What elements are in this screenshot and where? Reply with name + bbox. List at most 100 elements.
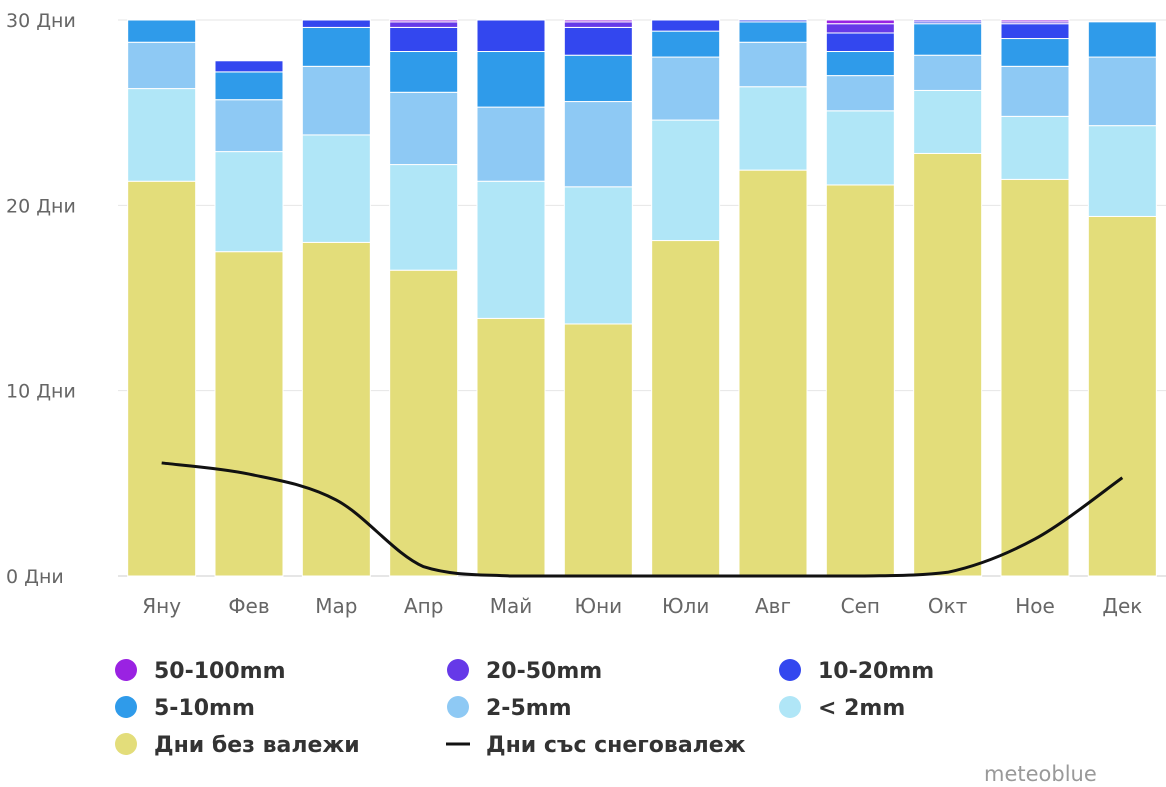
bar-segment[interactable]: [127, 41, 197, 90]
bar-segment[interactable]: [127, 19, 197, 43]
bar-segment[interactable]: [1000, 115, 1070, 180]
bar-segment[interactable]: [214, 71, 284, 101]
bar-segment[interactable]: [301, 65, 371, 136]
bar-segment[interactable]: [389, 19, 459, 23]
bar-segment[interactable]: [389, 269, 459, 577]
snow-line[interactable]: [161, 461, 1124, 578]
bar-segment[interactable]: [651, 19, 721, 32]
bar-segment[interactable]: [214, 151, 284, 253]
bar-segment[interactable]: [913, 152, 983, 577]
bar-segment[interactable]: [651, 240, 721, 577]
bar-segment[interactable]: [738, 41, 808, 88]
meteoblue-credit[interactable]: meteoblue: [984, 762, 1097, 786]
bar-segment[interactable]: [825, 32, 895, 53]
bar-segment[interactable]: [1000, 19, 1070, 23]
bar-segment[interactable]: [214, 251, 284, 577]
x-tick-label: Ное: [1015, 594, 1055, 618]
x-tick-label: Сеп: [841, 594, 880, 618]
x-tick-label: Авг: [755, 594, 791, 618]
bar-segment[interactable]: [214, 60, 284, 73]
bar-segment[interactable]: [1087, 125, 1157, 217]
y-tick-label: 10 Дни: [6, 381, 76, 403]
legend-dot-swatch: [115, 659, 137, 681]
bar-segment[interactable]: [1000, 23, 1070, 40]
bar-segment[interactable]: [651, 30, 721, 58]
bar-segment[interactable]: [1087, 21, 1157, 58]
bar-segment[interactable]: [825, 51, 895, 77]
bar-segment[interactable]: [389, 91, 459, 166]
x-tick-label: Фев: [228, 594, 269, 618]
x-tick-label: Окт: [928, 594, 968, 618]
bar-segment[interactable]: [476, 51, 546, 108]
bar-segment[interactable]: [389, 51, 459, 93]
bar-segment[interactable]: [127, 88, 197, 182]
legend-label: < 2mm: [818, 696, 905, 721]
legend-label: Дни без валежи: [154, 733, 360, 758]
legend-label: 2-5mm: [486, 696, 572, 721]
legend-item[interactable]: Дни със снеговалеж: [446, 733, 746, 758]
stacked-bars: [127, 19, 1157, 577]
y-tick-label: 20 Дни: [6, 195, 76, 217]
bar-segment[interactable]: [1000, 178, 1070, 577]
bar-segment[interactable]: [214, 99, 284, 153]
legend-item[interactable]: 50-100mm: [115, 659, 286, 684]
bar-segment[interactable]: [476, 106, 546, 182]
bar-segment[interactable]: [563, 323, 633, 577]
bar-segment[interactable]: [476, 317, 546, 577]
bar-segment[interactable]: [738, 21, 808, 43]
legend-label: 10-20mm: [818, 659, 934, 684]
bar-segment[interactable]: [738, 86, 808, 171]
bar-segment[interactable]: [389, 164, 459, 271]
bar-segment[interactable]: [825, 23, 895, 34]
bar-segment[interactable]: [1087, 56, 1157, 127]
bar-segment[interactable]: [389, 26, 459, 53]
bar-segment[interactable]: [913, 19, 983, 23]
legend-dot-swatch: [447, 659, 469, 681]
bar-segment[interactable]: [651, 56, 721, 121]
bar-segment[interactable]: [301, 241, 371, 577]
bar-segment[interactable]: [651, 119, 721, 242]
x-tick-label: Яну: [142, 594, 181, 618]
bar-segment[interactable]: [301, 19, 371, 28]
bar-segment[interactable]: [1000, 65, 1070, 117]
legend-item[interactable]: 10-20mm: [779, 659, 934, 684]
legend-dot-swatch: [447, 696, 469, 718]
bar-segment[interactable]: [563, 26, 633, 56]
legend-item[interactable]: < 2mm: [779, 696, 905, 721]
bar-segment[interactable]: [301, 134, 371, 243]
bar-segment[interactable]: [563, 54, 633, 103]
legend-item[interactable]: 5-10mm: [115, 696, 255, 721]
bar-segment[interactable]: [1000, 38, 1070, 67]
bar-segment[interactable]: [389, 21, 459, 28]
bar-segment[interactable]: [127, 180, 197, 577]
bar-segment[interactable]: [913, 23, 983, 56]
x-axis: Яну Фев Мар Апр Май Юни Юли Авг Сеп Окт Ное Дек: [142, 594, 1142, 618]
legend-item[interactable]: Дни без валежи: [115, 733, 360, 758]
snow-days-line: [161, 461, 1124, 578]
legend-dot-swatch: [115, 733, 137, 755]
bar-segment[interactable]: [301, 26, 371, 67]
x-tick-label: Мар: [315, 594, 357, 618]
bar-segment[interactable]: [563, 101, 633, 188]
bar-segment[interactable]: [738, 169, 808, 577]
bar-segment[interactable]: [825, 19, 895, 25]
bar-segment[interactable]: [476, 180, 546, 319]
bar-segment[interactable]: [913, 89, 983, 154]
bar-segment[interactable]: [738, 19, 808, 23]
bar-segment[interactable]: [825, 110, 895, 186]
legend-item[interactable]: 2-5mm: [447, 696, 572, 721]
bar-segment[interactable]: [563, 21, 633, 28]
bar-segment[interactable]: [825, 184, 895, 577]
bar-segment[interactable]: [476, 19, 546, 53]
x-tick-label: Юли: [662, 594, 709, 618]
bar-segment[interactable]: [1087, 215, 1157, 577]
y-axis: 0 Дни 10 Дни 20 Дни 30 Дни: [6, 10, 76, 588]
bar-segment[interactable]: [913, 54, 983, 91]
legend-dot-swatch: [779, 696, 801, 718]
bar-segment[interactable]: [825, 75, 895, 112]
y-tick-label: 0 Дни: [6, 566, 64, 588]
legend-dot-swatch: [779, 659, 801, 681]
bar-segment[interactable]: [563, 186, 633, 325]
legend-item[interactable]: 20-50mm: [447, 659, 602, 684]
bar-segment[interactable]: [563, 19, 633, 23]
